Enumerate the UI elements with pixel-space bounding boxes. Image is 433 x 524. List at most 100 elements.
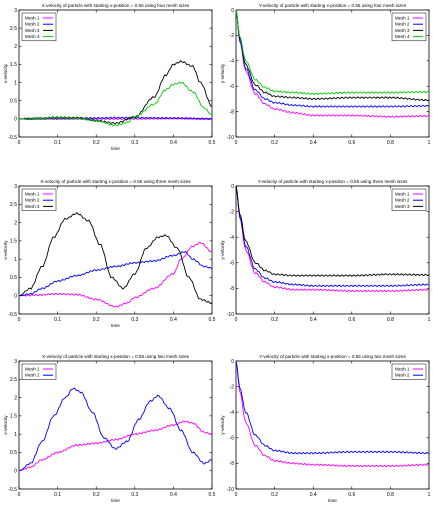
legend-label: Mesh 2	[25, 22, 40, 27]
x-tick-label: 0	[18, 492, 21, 498]
series-line-3	[235, 185, 430, 277]
x-tick-label: 0.2	[93, 140, 100, 146]
chart-3: X-velocity of particle with starting x-p…	[3, 179, 216, 328]
x-tick-label: 0.4	[310, 492, 317, 498]
y-tick-label: 2	[14, 44, 17, 50]
series-line-4	[18, 81, 213, 127]
x-tick-label: 0.5	[209, 317, 216, 323]
y-tick-label: -0.5	[8, 487, 17, 493]
x-axis-label: time	[111, 146, 120, 151]
chart-6: Y-velocity of particle with starting x-p…	[220, 354, 431, 503]
y-tick-label: 0	[231, 8, 234, 14]
chart-title: Y-velocity of particle with starting x-p…	[259, 354, 406, 359]
y-tick-label: 0	[231, 359, 234, 365]
legend-label: Mesh 1	[25, 367, 40, 372]
x-tick-label: 0.3	[131, 317, 138, 323]
legend-label: Mesh 4	[395, 34, 410, 39]
x-tick-label: 0	[235, 140, 238, 146]
y-tick-label: 1	[14, 432, 17, 438]
legend-label: Mesh 4	[25, 34, 40, 39]
y-tick-label: 2.5	[10, 202, 17, 208]
y-axis-label: x-velocity	[3, 415, 8, 435]
x-tick-label: 0	[18, 140, 21, 146]
legend-label: Mesh 2	[25, 373, 40, 378]
x-tick-label: 0.5	[209, 140, 216, 146]
y-tick-label: 0.5	[10, 99, 17, 105]
y-tick-label: -2	[230, 33, 235, 39]
y-tick-label: -10	[227, 487, 234, 493]
series-line-2	[235, 185, 430, 288]
y-tick-label: -8	[230, 461, 235, 467]
y-axis-label: x-velocity	[3, 240, 8, 260]
series-line-4	[235, 9, 430, 96]
series-line-3	[235, 9, 430, 102]
y-tick-label: 2	[14, 220, 17, 226]
legend-label: Mesh 1	[25, 16, 40, 21]
legend-label: Mesh 3	[25, 204, 40, 209]
x-tick-label: 0.1	[54, 492, 61, 498]
plot-area	[18, 360, 213, 490]
chart-title: X-velocity of particle with starting x-p…	[40, 179, 191, 184]
series-line-2	[235, 360, 430, 455]
x-tick-label: 0	[235, 317, 238, 323]
y-tick-label: 1	[14, 257, 17, 263]
chart-1: X-velocity of particle with starting x-p…	[3, 3, 216, 151]
x-tick-label: 0.2	[271, 140, 278, 146]
y-tick-label: -2	[230, 384, 235, 390]
x-tick-label: 0.8	[387, 492, 394, 498]
x-tick-label: 0.4	[310, 317, 317, 323]
series-line-1	[235, 9, 430, 118]
x-tick-label: 1	[428, 317, 431, 323]
series-line-2	[18, 250, 213, 297]
chart-5: X-velocity of particle with starting x-p…	[3, 354, 216, 503]
y-tick-label: 1.5	[10, 414, 17, 420]
series-line-1	[19, 241, 213, 308]
chart-2: Y-velocity of particle with starting x-p…	[220, 3, 431, 146]
x-tick-label: 0.4	[170, 492, 177, 498]
legend-label: Mesh 3	[395, 28, 410, 33]
y-tick-label: 3	[14, 359, 17, 365]
y-tick-label: 3	[14, 8, 17, 14]
y-tick-label: 2	[14, 395, 17, 401]
x-tick-label: 0	[18, 317, 21, 323]
chart-title: Y-velocity of particle with starting x-p…	[258, 179, 409, 184]
y-axis-label: y-velocity	[220, 415, 225, 435]
y-tick-label: -2	[230, 209, 235, 215]
legend-label: Mesh 1	[25, 192, 40, 197]
x-tick-label: 1	[428, 492, 431, 498]
y-tick-label: 0	[14, 294, 17, 300]
y-tick-label: -10	[227, 135, 234, 141]
legend-label: Mesh 2	[395, 198, 410, 203]
y-tick-label: -4	[230, 59, 235, 65]
y-tick-label: 2.5	[10, 377, 17, 383]
x-tick-label: 0.4	[170, 317, 177, 323]
x-tick-label: 0	[235, 492, 238, 498]
x-tick-label: 0.1	[54, 317, 61, 323]
legend-label: Mesh 2	[395, 22, 410, 27]
y-tick-label: -4	[230, 235, 235, 241]
y-tick-label: 1.5	[10, 239, 17, 245]
series-line-3	[18, 60, 213, 125]
y-tick-label: 1.5	[10, 62, 17, 68]
y-axis-label: x-velocity	[3, 63, 8, 83]
x-tick-label: 0.2	[271, 492, 278, 498]
y-axis-label: y-velocity	[220, 63, 225, 83]
series-line-2	[18, 387, 213, 472]
y-tick-label: 0	[14, 469, 17, 475]
x-tick-label: 0.3	[131, 492, 138, 498]
y-tick-label: -10	[227, 312, 234, 318]
x-tick-label: 0.3	[131, 140, 138, 146]
legend-label: Mesh 1	[395, 192, 410, 197]
x-axis-label: time	[328, 498, 337, 503]
x-axis-label: time	[111, 498, 120, 503]
y-tick-label: -6	[230, 84, 235, 90]
series-line-1	[235, 360, 430, 468]
x-tick-label: 0.6	[348, 317, 355, 323]
series-line-1	[235, 185, 430, 293]
legend-label: Mesh 3	[25, 28, 40, 33]
x-tick-label: 0.4	[310, 140, 317, 146]
